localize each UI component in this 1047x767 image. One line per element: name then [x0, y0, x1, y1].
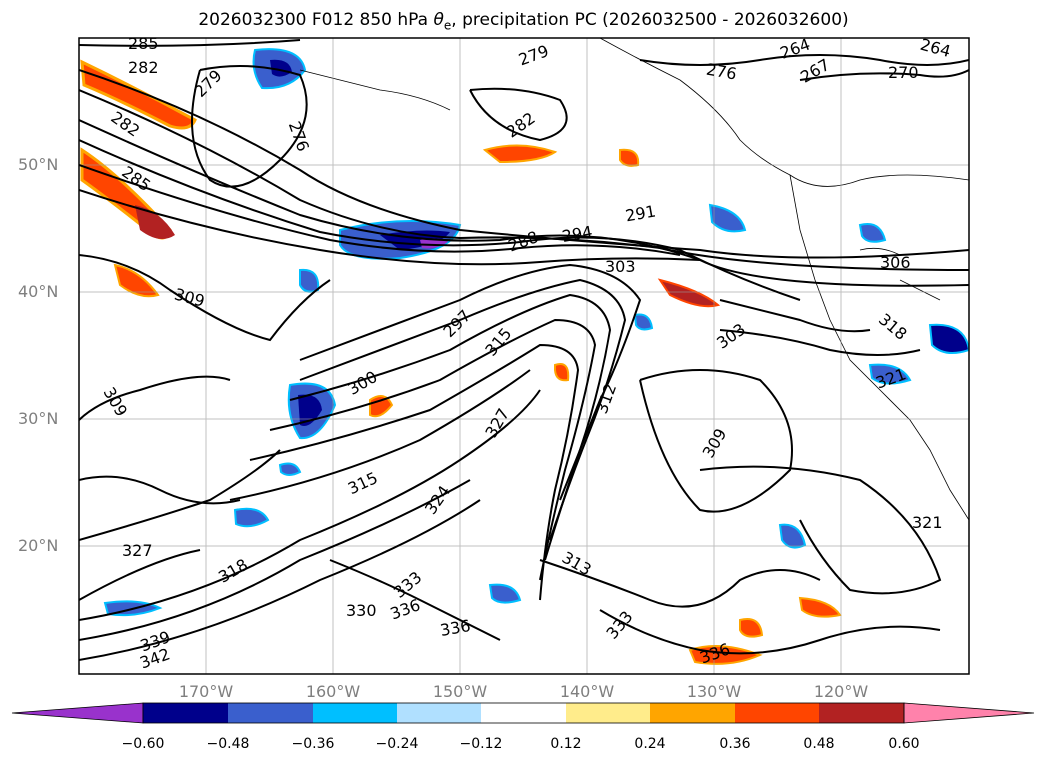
contour-label: 313 [559, 548, 595, 580]
colorbar-segment [650, 703, 735, 723]
colorbar-segment [481, 703, 566, 723]
theta-e-contours [79, 39, 969, 661]
graticule [79, 38, 969, 674]
contour-label: 306 [880, 253, 911, 272]
contour-label: 309 [699, 425, 731, 461]
contour-label: 312 [592, 381, 620, 416]
colorbar-extend-left [11, 702, 144, 724]
colorbar-segment [228, 703, 313, 723]
contour-label: 318 [215, 555, 251, 587]
lon-label: 120°W [813, 682, 869, 701]
colorbar-tick-label: 0.24 [634, 736, 666, 752]
contour-label: 303 [605, 257, 636, 276]
contour-label: 264 [778, 35, 813, 63]
contour-label: 303 [713, 320, 749, 353]
title-theta-subscript: e [443, 18, 452, 33]
colorbar-tick-label: −0.48 [206, 736, 250, 752]
contour-label: 333 [602, 607, 636, 643]
contour-label: 333 [390, 568, 426, 602]
contour-label: 336 [388, 595, 423, 623]
contour-label: 270 [888, 63, 919, 82]
colorbar-tick-label: −0.60 [121, 736, 165, 752]
contour-label: 264 [918, 35, 952, 61]
colorbar-tick-label: 0.60 [888, 736, 920, 752]
contour-label: 321 [912, 513, 943, 532]
colorbar-segment [313, 703, 397, 723]
lon-label: 150°W [432, 682, 488, 701]
contour-label: 330 [346, 601, 377, 620]
contour-label: 291 [624, 201, 657, 225]
title-suffix: , precipitation PC (2026032500 - 2026032… [451, 10, 849, 30]
contour-label: 315 [345, 468, 381, 498]
lat-label: 30°N [18, 409, 59, 428]
colorbar-segment [819, 703, 904, 723]
contour-label: 324 [421, 482, 454, 518]
colorbar-segment [735, 703, 819, 723]
lon-label: 170°W [178, 682, 234, 701]
coastline [299, 38, 969, 521]
colorbar-tick-label: 0.48 [803, 736, 835, 752]
contour-label: 279 [191, 66, 226, 101]
map-content: 285 282 279 276 282 285 309 279 282 291 … [79, 34, 969, 674]
contour-label: 300 [345, 367, 381, 399]
contour-label: 285 [128, 34, 159, 53]
colorbar-tick-label: 0.12 [550, 736, 582, 752]
colorbar-tick-label: 0.36 [719, 736, 751, 752]
lat-label: 40°N [18, 282, 59, 301]
contour-label: 309 [172, 285, 206, 311]
contour-label: 279 [516, 41, 551, 69]
contour-label: 282 [503, 108, 539, 141]
lat-label: 20°N [18, 536, 59, 555]
contour-label: 297 [439, 306, 474, 341]
colorbar-segment [143, 703, 228, 723]
colorbar-extend-right [903, 702, 1035, 724]
lon-label: 130°W [686, 682, 742, 701]
colorbar [11, 702, 1035, 724]
colorbar-tick-label: −0.12 [459, 736, 503, 752]
lon-label: 140°W [559, 682, 615, 701]
map-title: 2026032300 F012 850 hPa θe, precipitatio… [0, 10, 1047, 32]
lon-label: 160°W [305, 682, 361, 701]
contour-label: 276 [705, 60, 738, 84]
contour-label: 288 [506, 227, 541, 255]
contour-label: 318 [875, 310, 911, 344]
colorbar-outline [142, 702, 905, 724]
contour-label: 267 [797, 55, 833, 87]
lat-label: 50°N [18, 155, 59, 174]
contour-label: 282 [128, 58, 159, 77]
map-frame [78, 37, 970, 675]
title-prefix: 2026032300 F012 850 hPa [198, 10, 434, 30]
colorbar-tick-label: −0.36 [291, 736, 335, 752]
contour-label: 327 [122, 541, 153, 560]
colorbar-segment [566, 703, 650, 723]
title-theta: θ [433, 10, 444, 30]
colorbar-tick-label: −0.24 [375, 736, 419, 752]
colorbar-segment [397, 703, 481, 723]
contour-label: 336 [439, 616, 472, 640]
